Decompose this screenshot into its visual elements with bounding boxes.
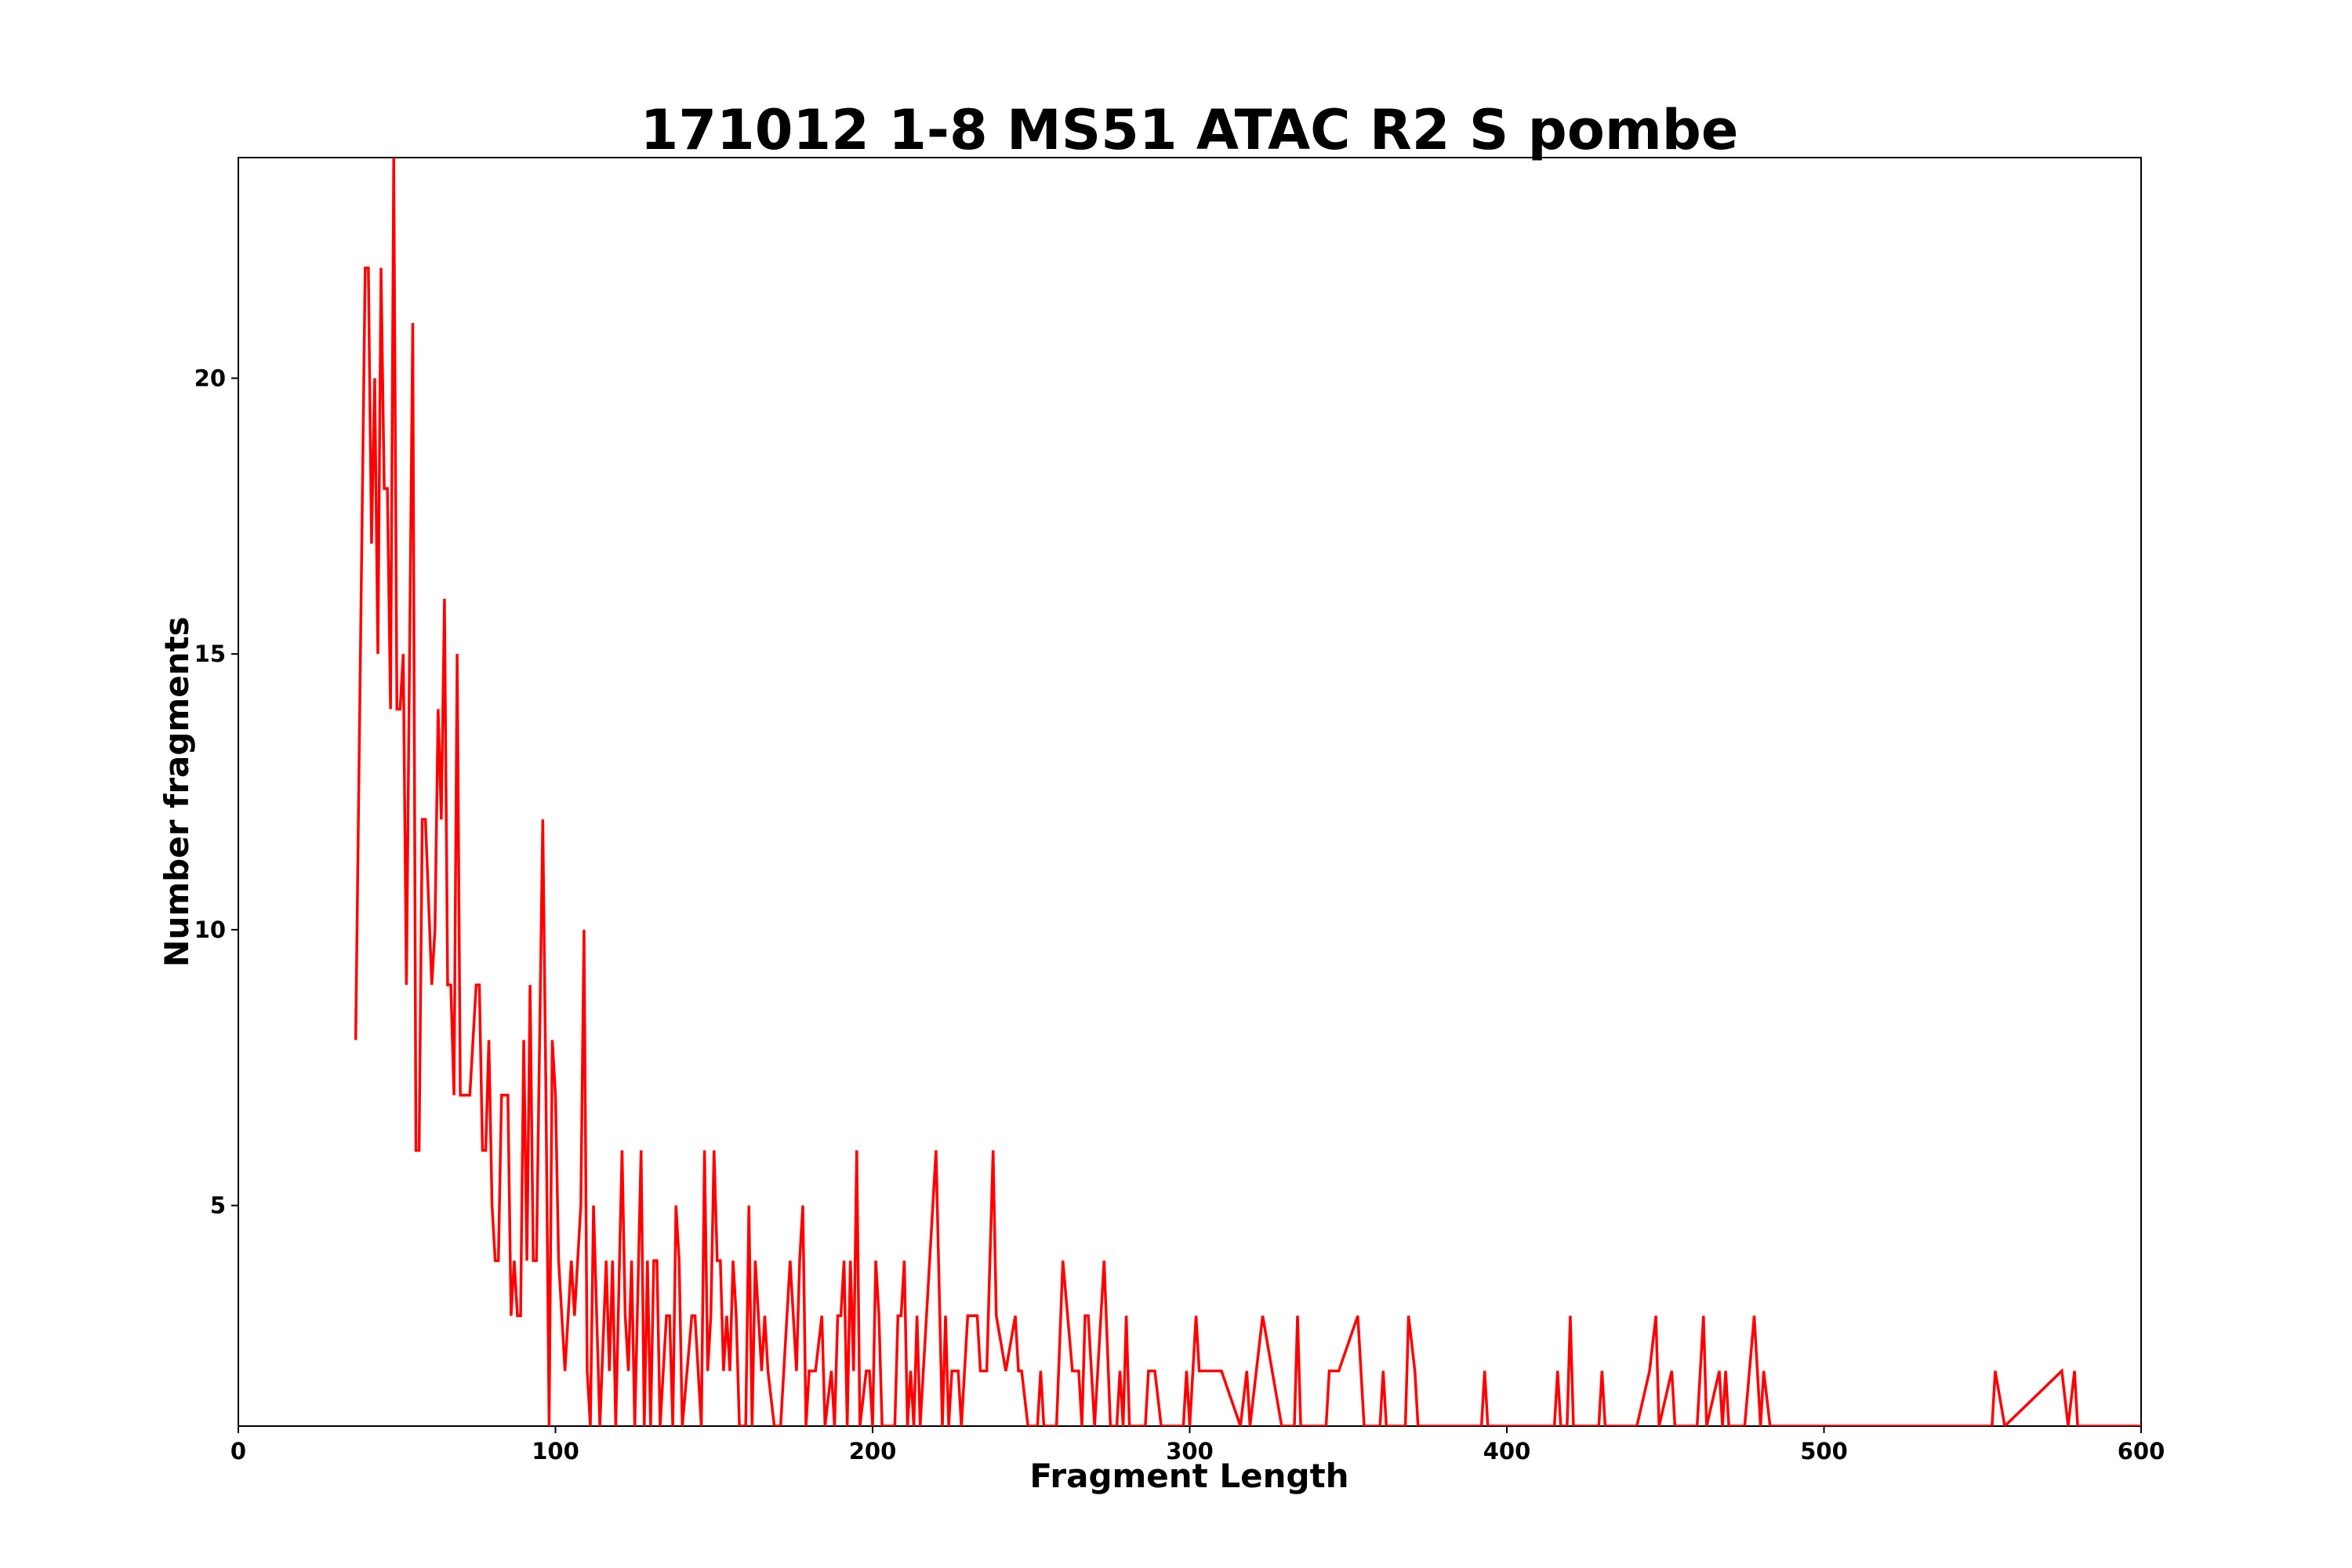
y-axis-label: Number fragments (158, 616, 196, 967)
plot-frame (238, 157, 2142, 1427)
y-tick-label: 15 (194, 641, 226, 667)
chart-title: 171012 1-8 MS51 ATAC R2 S pombe (641, 98, 1739, 162)
x-tick-label: 200 (849, 1438, 897, 1465)
x-tick-label: 300 (1166, 1438, 1214, 1465)
x-tick-label: 600 (2118, 1438, 2165, 1465)
x-axis-label: Fragment Length (1029, 1457, 1348, 1495)
y-tick-label: 10 (194, 916, 226, 943)
y-tick-label: 20 (194, 365, 226, 391)
data-line (354, 158, 2141, 1426)
x-tick-label: 500 (1800, 1438, 1848, 1465)
x-tick-label: 0 (230, 1438, 246, 1465)
y-tick-label: 5 (210, 1192, 226, 1219)
x-tick-label: 100 (532, 1438, 579, 1465)
x-tick-label: 400 (1483, 1438, 1531, 1465)
